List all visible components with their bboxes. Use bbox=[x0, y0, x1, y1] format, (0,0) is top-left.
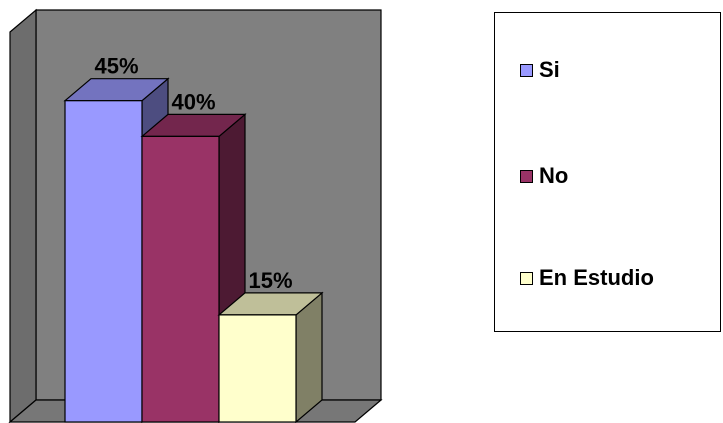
legend-label-si: Si bbox=[539, 57, 560, 82]
legend-swatch-si bbox=[520, 63, 533, 77]
legend-label-no: No bbox=[539, 163, 569, 188]
legend: Si No En Estudio bbox=[494, 12, 721, 332]
legend-item-si: Si bbox=[520, 57, 560, 83]
legend-swatch-no bbox=[520, 169, 533, 183]
legend-item-en-estudio: En Estudio bbox=[520, 265, 654, 291]
chart-data-labels: 45% 40% 15% bbox=[94, 54, 292, 293]
chart-bars bbox=[63, 77, 324, 423]
legend-swatch-en-estudio bbox=[520, 271, 533, 285]
bar-en-estudio bbox=[217, 291, 324, 423]
bar-front-no bbox=[141, 135, 220, 423]
data-label-en-estudio: 15% bbox=[248, 268, 292, 293]
bar-chart: 45% 40% 15% bbox=[8, 8, 383, 423]
legend-label-en-estudio: En Estudio bbox=[539, 265, 654, 290]
data-label-no: 40% bbox=[171, 89, 215, 114]
legend-item-no: No bbox=[520, 163, 568, 189]
chart-side-wall bbox=[9, 8, 37, 423]
data-label-si: 45% bbox=[94, 54, 138, 79]
bar-front-en-estudio bbox=[218, 314, 297, 423]
bar-no bbox=[140, 113, 247, 423]
bar-front-si bbox=[64, 100, 143, 423]
